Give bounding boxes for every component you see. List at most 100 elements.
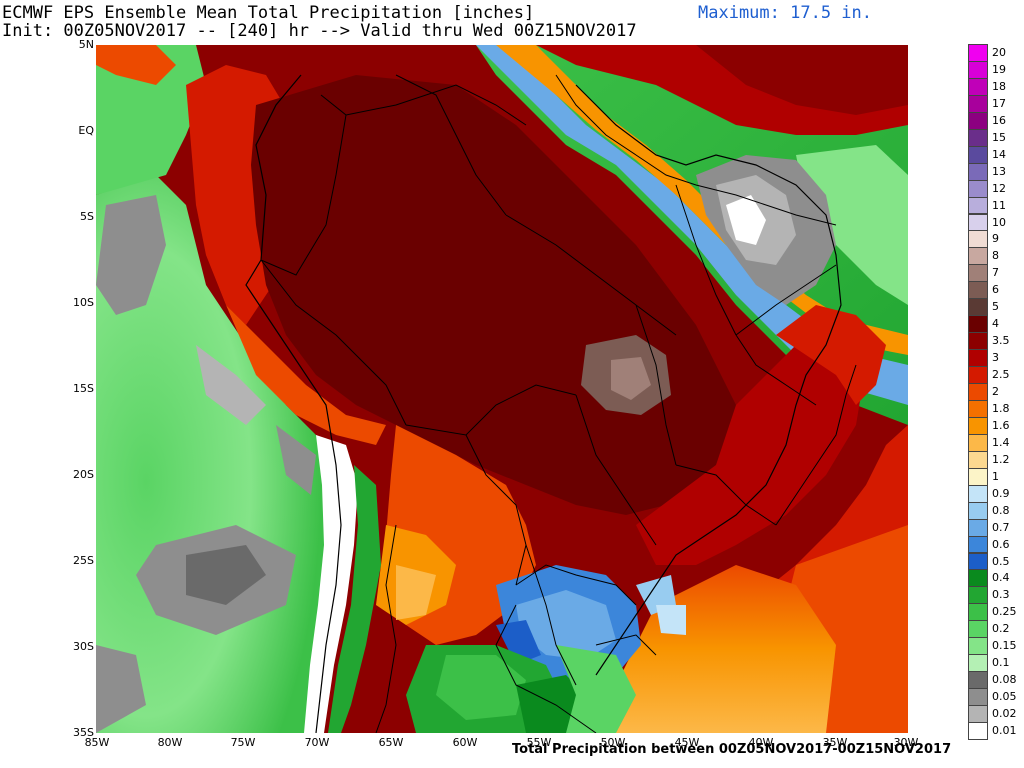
legend-label: 2 bbox=[992, 385, 999, 398]
legend-swatch bbox=[968, 366, 988, 384]
lat-label: 20S bbox=[73, 468, 94, 481]
legend-swatch bbox=[968, 722, 988, 740]
lon-label: 45W bbox=[674, 736, 700, 749]
legend-swatch bbox=[968, 213, 988, 232]
lon-label: 50W bbox=[600, 736, 626, 749]
legend-swatch bbox=[968, 416, 988, 435]
legend-swatch bbox=[968, 688, 988, 707]
legend-swatch bbox=[968, 467, 988, 486]
legend-swatch bbox=[968, 44, 988, 62]
lon-label: 70W bbox=[304, 736, 330, 749]
legend-label: 10 bbox=[992, 215, 1006, 229]
legend-swatch bbox=[968, 603, 988, 622]
legend-label: 17 bbox=[992, 96, 1006, 110]
legend-swatch bbox=[968, 247, 988, 266]
legend-swatch bbox=[968, 586, 988, 605]
legend-swatch bbox=[968, 705, 988, 723]
map-title: ECMWF EPS Ensemble Mean Total Precipitat… bbox=[2, 3, 535, 23]
legend-label: 8 bbox=[992, 249, 999, 263]
maximum-label: Maximum: 17.5 in. bbox=[698, 3, 872, 23]
legend-label: 19 bbox=[992, 62, 1006, 76]
legend-swatch bbox=[968, 671, 988, 690]
legend-swatch bbox=[968, 77, 988, 96]
lat-label: 35S bbox=[73, 726, 94, 739]
legend-label: 0.01 bbox=[992, 724, 1017, 737]
legend-swatch bbox=[968, 230, 988, 249]
lon-label: 65W bbox=[378, 736, 404, 749]
legend-swatch bbox=[968, 264, 988, 283]
legend-swatch bbox=[968, 298, 988, 317]
legend-swatch bbox=[968, 162, 988, 181]
legend-label: 14 bbox=[992, 147, 1006, 161]
legend-swatch bbox=[968, 569, 988, 588]
legend-swatch bbox=[968, 383, 988, 401]
legend-label: 0.8 bbox=[992, 503, 1010, 517]
legend-swatch bbox=[968, 128, 988, 147]
legend-label: 4 bbox=[992, 317, 999, 331]
legend-label: 13 bbox=[992, 164, 1006, 178]
legend-label: 1 bbox=[992, 469, 999, 483]
legend-label: 0.4 bbox=[992, 571, 1010, 585]
legend-label: 11 bbox=[992, 198, 1006, 212]
legend-swatch bbox=[968, 399, 988, 418]
lat-label: 30S bbox=[73, 640, 94, 653]
lon-label: 75W bbox=[230, 736, 256, 749]
legend-label: 1.6 bbox=[992, 418, 1010, 432]
legend-label: 0.3 bbox=[992, 588, 1010, 602]
legend-label: 3 bbox=[992, 351, 999, 365]
legend-label: 0.05 bbox=[992, 690, 1017, 704]
legend-swatch bbox=[968, 60, 988, 79]
legend-label: 0.2 bbox=[992, 622, 1010, 636]
legend-swatch bbox=[968, 196, 988, 215]
legend-label: 5 bbox=[992, 300, 999, 314]
legend-label: 16 bbox=[992, 113, 1006, 127]
legend-swatch bbox=[968, 552, 988, 571]
legend-swatch bbox=[968, 654, 988, 673]
legend-label: 0.02 bbox=[992, 707, 1017, 721]
legend-label: 1.4 bbox=[992, 435, 1010, 449]
legend-swatch bbox=[968, 535, 988, 554]
legend-label: 3.5 bbox=[992, 334, 1010, 348]
lat-label: 25S bbox=[73, 554, 94, 567]
legend-swatch bbox=[968, 111, 988, 130]
lat-label: EQ bbox=[78, 124, 94, 137]
legend-label: 0.25 bbox=[992, 605, 1017, 619]
legend-swatch bbox=[968, 637, 988, 656]
legend-label: 6 bbox=[992, 283, 999, 297]
legend-swatch bbox=[968, 484, 988, 503]
precipitation-map bbox=[96, 45, 908, 733]
legend-label: 7 bbox=[992, 266, 999, 280]
lon-label: 60W bbox=[452, 736, 478, 749]
lat-label: 5N bbox=[78, 38, 94, 51]
lat-label: 5S bbox=[80, 210, 94, 223]
init-valid-line: Init: 00Z05NOV2017 -- [240] hr --> Valid… bbox=[2, 21, 637, 41]
lon-label: 40W bbox=[748, 736, 774, 749]
legend-label: 1.8 bbox=[992, 401, 1010, 415]
lon-label: 30W bbox=[893, 736, 919, 749]
legend-label: 9 bbox=[992, 232, 999, 246]
lon-label: 85W bbox=[84, 736, 110, 749]
legend-swatch bbox=[968, 501, 988, 520]
legend-swatch bbox=[968, 433, 988, 452]
legend-label: 0.08 bbox=[992, 673, 1017, 687]
lon-label: 35W bbox=[822, 736, 848, 749]
lat-label: 10S bbox=[73, 296, 94, 309]
legend-swatch bbox=[968, 518, 988, 537]
legend-swatch bbox=[968, 315, 988, 334]
legend-label: 15 bbox=[992, 130, 1006, 144]
legend-swatch bbox=[968, 94, 988, 113]
legend-label: 0.9 bbox=[992, 486, 1010, 500]
legend-swatch bbox=[968, 281, 988, 300]
legend-label: 0.1 bbox=[992, 656, 1010, 670]
legend-label: 0.7 bbox=[992, 520, 1010, 534]
legend-label: 18 bbox=[992, 79, 1006, 93]
legend-label: 0.6 bbox=[992, 537, 1010, 551]
legend-swatch bbox=[968, 145, 988, 164]
lon-label: 55W bbox=[526, 736, 552, 749]
legend-swatch bbox=[968, 450, 988, 469]
legend-label: 0.15 bbox=[992, 639, 1017, 653]
legend-label: 0.5 bbox=[992, 554, 1010, 568]
lat-label: 15S bbox=[73, 382, 94, 395]
legend-swatch bbox=[968, 179, 988, 198]
legend-label: 2.5 bbox=[992, 368, 1010, 382]
